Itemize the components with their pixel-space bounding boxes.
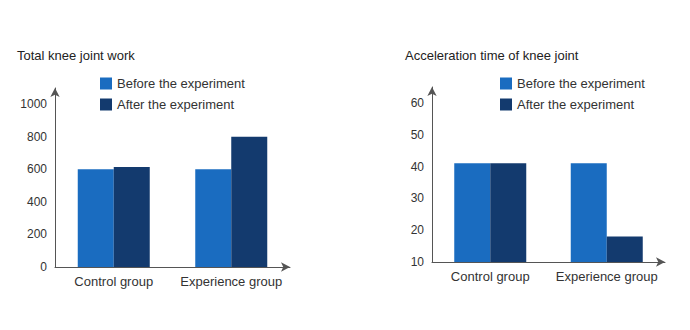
svg-text:Acceleration time of knee join: Acceleration time of knee joint	[405, 48, 579, 63]
svg-text:Before the experiment: Before the experiment	[517, 76, 645, 91]
svg-text:400: 400	[27, 195, 47, 209]
svg-text:Experience group: Experience group	[556, 269, 658, 284]
svg-text:600: 600	[27, 162, 47, 176]
svg-text:After the experiment: After the experiment	[117, 97, 234, 112]
svg-text:1000: 1000	[20, 97, 47, 111]
svg-text:Control group: Control group	[451, 269, 530, 284]
svg-text:Experience group: Experience group	[180, 274, 282, 289]
svg-text:50: 50	[411, 128, 425, 142]
svg-text:10: 10	[411, 255, 425, 269]
svg-text:Before the experiment: Before the experiment	[117, 76, 245, 91]
svg-text:Control group: Control group	[74, 274, 153, 289]
svg-text:30: 30	[411, 191, 425, 205]
svg-text:60: 60	[411, 96, 425, 110]
svg-text:After the experiment: After the experiment	[517, 97, 634, 112]
svg-text:0: 0	[40, 260, 47, 274]
svg-text:Total knee joint work: Total knee joint work	[17, 48, 135, 63]
svg-text:800: 800	[27, 130, 47, 144]
svg-text:40: 40	[411, 160, 425, 174]
svg-text:20: 20	[411, 223, 425, 237]
svg-text:200: 200	[27, 227, 47, 241]
